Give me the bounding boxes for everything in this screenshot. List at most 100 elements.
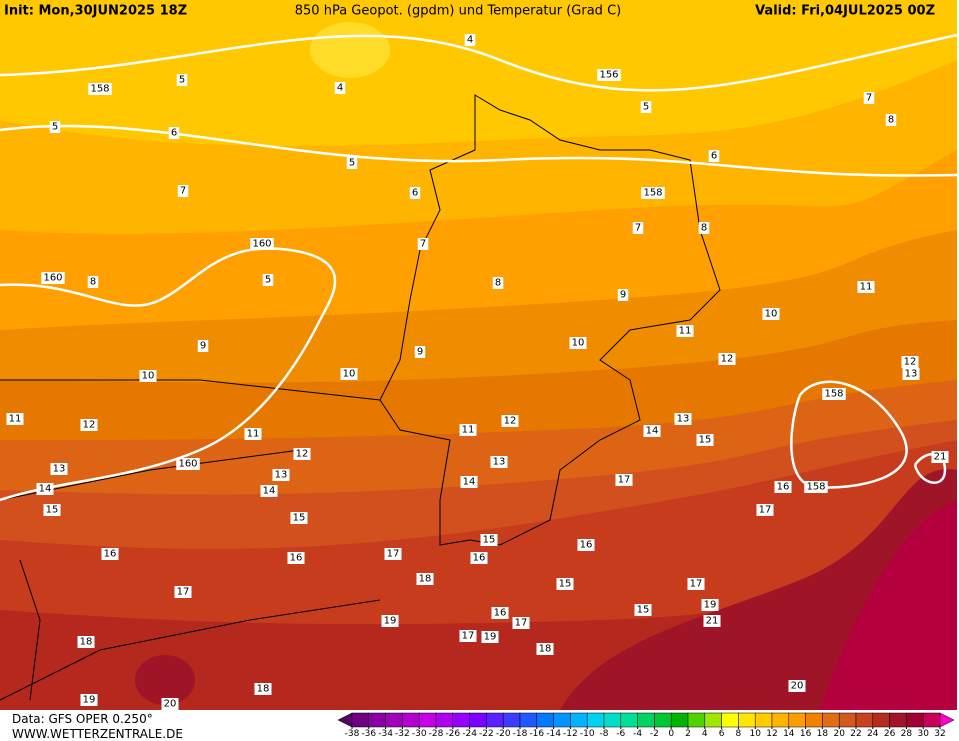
label-box [762,308,780,320]
colorbar-box [889,712,907,728]
contour-label: 14 [646,426,659,437]
contour-label: 11 [860,282,873,293]
label-box [384,548,402,560]
band [310,22,390,78]
colorbar-tick-label: -20 [496,729,511,739]
colorbar-tick-label: 12 [766,729,777,739]
contour-label: 5 [349,158,355,169]
contour-label: 7 [420,239,426,250]
colorbar-tick-label: -18 [513,729,528,739]
label-box [676,325,694,337]
colorbar-box [822,712,840,728]
label-box [174,586,192,598]
site: WWW.WETTERZENTRALE.DE [12,727,183,741]
contour-label: 12 [904,357,917,368]
init-text: Init: Mon,30JUN2025 18Z [4,4,187,19]
contour-label: 5 [265,275,271,286]
colorbar-tick-label: -36 [361,729,376,739]
label-box [901,356,919,368]
contour-label: 13 [905,369,918,380]
label-box [464,34,476,46]
contour-label: 10 [343,369,356,380]
colorbar-tick-label: -24 [462,729,477,739]
label-box [481,631,499,643]
label-box [501,415,519,427]
label-box [177,185,189,197]
label-box [708,150,720,162]
colorbar-box [922,712,941,728]
contour-label: 15 [46,505,59,516]
colorbar-tick-label: 22 [850,729,861,739]
borders [0,94,721,701]
label-box [459,630,477,642]
colorbar-box [670,712,689,728]
label-box [416,573,434,585]
contour-label: 16 [473,553,486,564]
colorbar-box [855,712,874,728]
colorbar-box [771,712,790,728]
label-box [161,698,179,710]
contour-label: 12 [296,449,309,460]
label-box [254,683,272,695]
label-box [641,187,665,199]
label-box [490,456,508,468]
label-box [290,512,308,524]
band [135,655,195,705]
label-box [640,101,652,113]
contour-label: 18 [539,644,552,655]
data-source: Data: GFS OPER 0.250° [12,712,153,726]
contour-label: 9 [200,341,206,352]
label-box [80,694,98,706]
colorbar-box [402,712,420,728]
label-box [87,276,99,288]
contour-label: 15 [637,605,650,616]
colorbar-box [502,712,521,728]
label-box [470,552,488,564]
contour-label: 5 [52,122,58,133]
label-box [822,388,846,400]
colorbar-tick-label: -12 [563,729,578,739]
colorbar-tick-label: -34 [378,729,393,739]
contour-label: 21 [706,616,719,627]
contour-label: 11 [247,429,260,440]
contour-label: 17 [177,587,190,598]
label-box [139,370,157,382]
colorbar-tick-label: -14 [546,729,561,739]
contour-label: 11 [679,326,692,337]
contour-label: 8 [701,223,707,234]
label-box [244,428,262,440]
colorbar-tick-label: -10 [580,729,595,739]
colorbar-tick-label: 4 [702,729,708,739]
contour-label: 17 [618,475,631,486]
contour-label: 16 [777,482,790,493]
label-box [346,157,358,169]
colorbar-box [721,712,739,728]
label-box [381,615,399,627]
label-box [414,346,426,358]
contour-label: 19 [704,600,717,611]
label-box [698,222,710,234]
colorbar-box [536,712,554,728]
contour-label: 12 [504,416,517,427]
label-box [272,469,290,481]
contour-label: 13 [53,464,66,475]
footer: Data: GFS OPER 0.250° WWW.WETTERZENTRALE… [12,712,183,741]
label-box [718,353,736,365]
contour-label: 15 [699,435,712,446]
contour-label: 11 [462,425,475,436]
colorbar-box [385,712,403,728]
label-box [260,485,278,497]
colorbar-tick-label: 18 [817,729,829,739]
contour-label: 7 [180,186,186,197]
label-box [6,413,24,425]
contour-label: 17 [462,631,475,642]
label-box [168,127,180,139]
contour-label: 10 [572,338,585,349]
contour-label: 18 [419,574,432,585]
contour-label: 18 [257,684,270,695]
label-box [931,451,949,463]
colorbar-box [754,712,773,728]
label-box [176,74,188,86]
colorbar-tick-label: -28 [429,729,444,739]
isohypse [913,453,947,484]
